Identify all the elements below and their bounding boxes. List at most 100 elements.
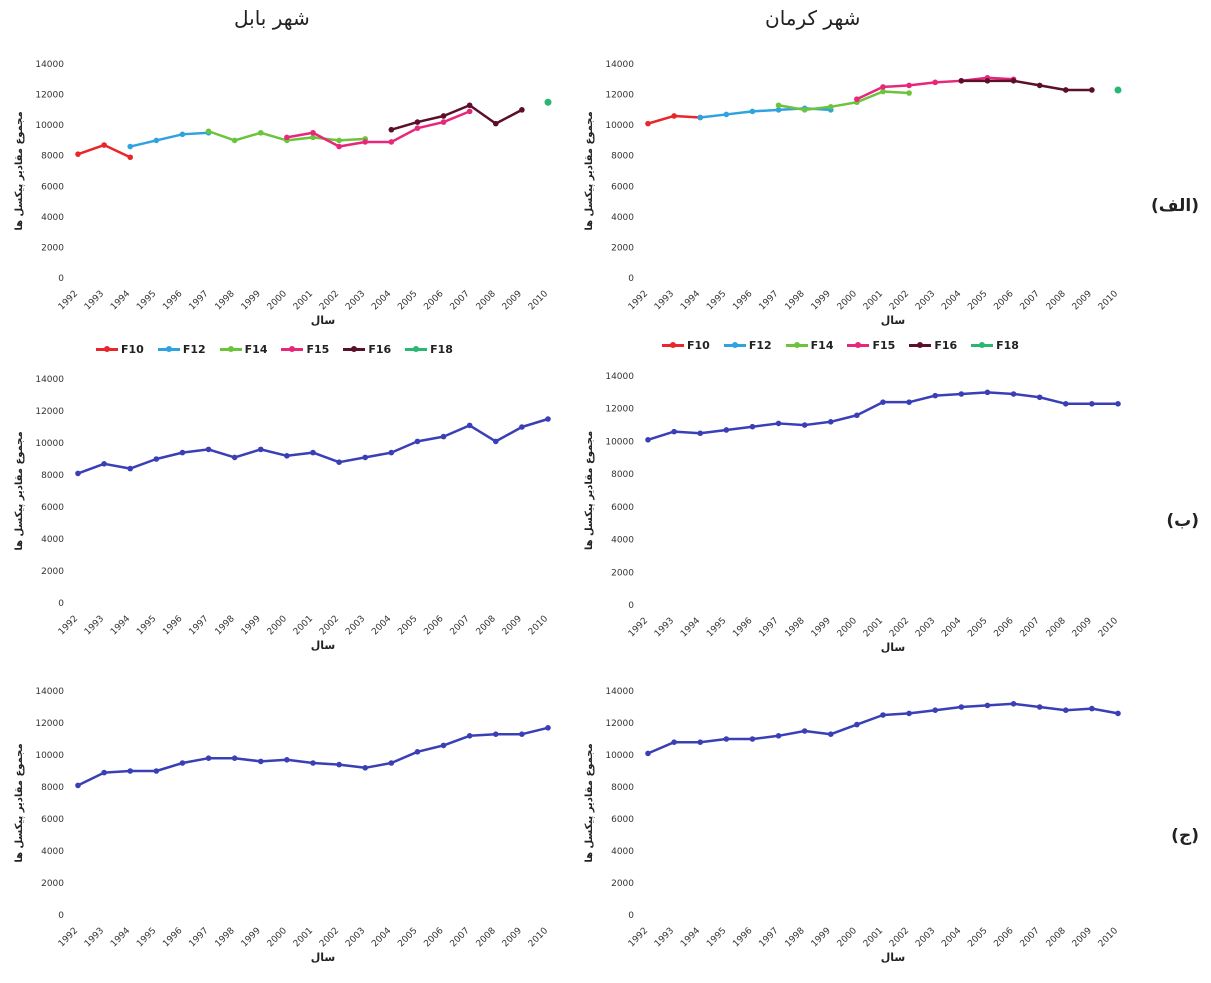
y-tick-label: 4000 [41,535,64,545]
x-tick-label: 1996 [731,289,754,312]
y-tick-label: 2000 [41,243,64,253]
data-point [284,757,290,763]
x-tick-label: 2001 [862,616,885,639]
data-point [1062,401,1069,407]
data-point [127,154,134,161]
y-axis-label: مجموع مقادیر پیکسل ها [14,111,25,230]
x-tick-label: 1998 [214,614,237,637]
legend-swatch [405,346,428,352]
data-point [519,424,525,430]
x-tick-label: 2001 [292,926,315,949]
data-point [854,721,860,728]
x-tick-label: 1995 [705,616,728,639]
chart-babol-jim: 0 2000 4000 6000 8000 10000 12000 14000 1992 1993… [14,687,551,964]
x-tick-label: 2002 [318,926,341,949]
x-tick-label: 2004 [370,614,393,637]
title-kerman: شهر کرمان [765,6,861,30]
y-tick-label: 2000 [611,568,634,578]
data-point [257,129,264,136]
x-tick-label: 2007 [1019,616,1042,639]
y-axis-label: مجموع مقادیر پیکسل ها [14,431,25,550]
data-point [257,758,264,765]
data-point [545,416,551,422]
x-tick-label: 2002 [318,614,341,637]
legend-label: F10 [121,343,144,356]
data-point [127,465,134,472]
x-tick-label: 2010 [527,289,550,312]
data-point [827,419,834,425]
data-point [336,459,342,465]
x-axis-label: سال [311,951,336,964]
data-point [205,128,212,135]
data-point [723,427,730,433]
y-tick-label: 12000 [605,405,634,415]
x-tick-label: 2009 [1071,926,1094,949]
x-axis-label: سال [311,314,336,327]
data-point [466,108,473,115]
x-tick-label: 1996 [731,616,754,639]
y-tick-label: 8000 [611,152,634,162]
x-tick-label: 1999 [810,616,833,639]
x-tick-label: 1997 [187,926,210,949]
data-point [310,449,316,456]
data-point [310,760,316,766]
data-point [723,111,730,118]
series-line [647,702,1119,755]
legend-swatch [723,342,746,348]
x-tick-label: 1997 [757,926,780,949]
y-tick-label: 0 [58,599,64,609]
legend-swatch [847,342,870,348]
x-tick-label: 1994 [109,289,132,312]
x-tick-label: 2006 [992,926,1015,949]
y-tick-label: 8000 [41,471,64,481]
chart-kerman-be: 0 2000 4000 6000 8000 10000 12000 14000 1992 1993… [584,372,1121,654]
data-point [1036,82,1043,89]
data-point [671,428,677,435]
x-tick-label: 1995 [135,614,158,637]
y-tick-label: 14000 [605,687,634,697]
y-tick-label: 0 [58,274,64,284]
data-point [1115,710,1121,717]
data-point [362,139,369,145]
x-tick-label: 1994 [679,616,702,639]
data-point [519,731,525,737]
x-tick-label: 2008 [475,926,498,949]
y-tick-label: 2000 [611,879,634,889]
data-point [205,755,212,761]
x-tick-label: 2001 [862,289,885,312]
data-point [336,143,342,150]
x-tick-label: 2004 [940,616,963,639]
data-point [519,107,525,113]
legend-label: F15 [306,343,330,356]
y-tick-label: 12000 [35,407,64,417]
data-point [257,446,264,453]
series-line-f14 [778,90,910,112]
x-tick-label: 1998 [784,289,807,312]
data-point [775,107,782,113]
x-tick-label: 2005 [396,926,419,949]
y-tick-label: 8000 [41,783,64,793]
data-point [697,114,704,121]
legend-item-f15: F15 [281,343,329,356]
x-tick-label: 1993 [83,926,106,949]
data-point [671,113,677,119]
y-tick-label: 12000 [35,91,64,101]
x-tick-label: 1993 [83,614,106,637]
data-point [75,151,81,157]
x-tick-label: 1997 [757,616,780,639]
data-point [231,137,238,144]
data-point [775,102,782,109]
x-tick-label: 1997 [757,289,780,312]
x-tick-label: 1999 [810,926,833,949]
y-tick-label: 0 [628,274,634,284]
x-tick-label: 2008 [1045,616,1068,639]
data-point [984,78,991,84]
legend-item-f12: F12 [723,339,772,352]
x-tick-label: 2009 [501,614,524,637]
data-point [179,449,186,456]
data-point [440,119,447,125]
y-tick-label: 4000 [611,536,634,546]
data-point [880,88,886,95]
data-point [1089,705,1095,712]
y-tick-label: 14000 [35,60,64,70]
